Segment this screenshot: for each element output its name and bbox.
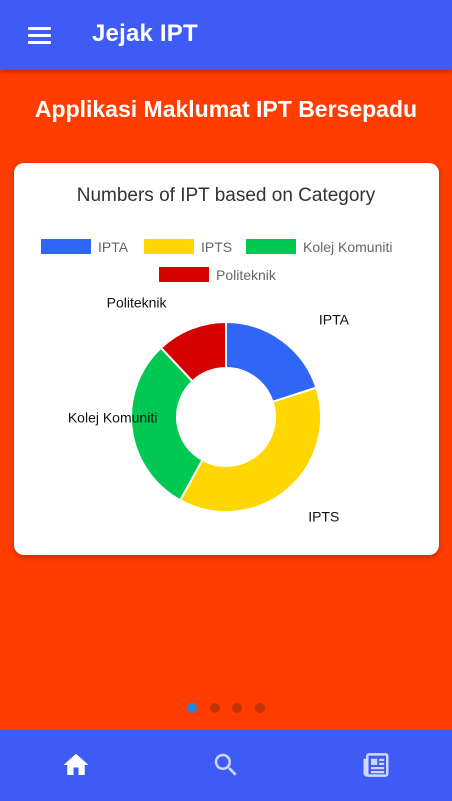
carousel-dot[interactable] <box>232 703 243 713</box>
legend-label: Politeknik <box>216 267 277 283</box>
chart-slice <box>225 320 318 404</box>
search-icon[interactable] <box>211 750 241 780</box>
carousel-dot[interactable] <box>187 703 197 713</box>
slice-label: IPTS <box>308 508 339 524</box>
carousel-dot[interactable] <box>255 703 266 713</box>
bottom-navigation <box>0 730 452 801</box>
carousel-indicator <box>0 703 452 715</box>
legend-swatch <box>144 239 194 254</box>
carousel-dot[interactable] <box>209 703 220 713</box>
app-title: Jejak IPT <box>92 20 198 47</box>
chart-slice <box>178 386 322 513</box>
page-headline: Applikasi Maklumat IPT Bersepadu <box>34 96 418 122</box>
chart-slice <box>159 320 227 383</box>
home-icon[interactable] <box>61 750 91 780</box>
legend-label: IPTA <box>98 239 129 255</box>
chart-slice <box>130 346 204 502</box>
chart-card: Numbers of IPT based on Category IPTA IPTS… <box>14 163 439 555</box>
slice-label: Kolej Komuniti <box>68 409 157 425</box>
legend-label: IPTS <box>201 239 232 255</box>
doughnut-chart: Numbers of IPT based on Category IPTA IPTS… <box>41 185 393 524</box>
app-bar: Jejak IPT <box>0 0 452 70</box>
legend-label: Kolej Komuniti <box>303 239 393 255</box>
slice-label: Politeknik <box>107 295 168 311</box>
legend-swatch <box>159 267 209 282</box>
slice-label: IPTA <box>319 311 350 327</box>
chart-title: Numbers of IPT based on Category <box>77 185 376 206</box>
menu-icon[interactable] <box>26 22 54 50</box>
legend-swatch <box>246 239 296 254</box>
news-icon[interactable] <box>361 750 391 780</box>
legend-swatch <box>41 239 91 254</box>
